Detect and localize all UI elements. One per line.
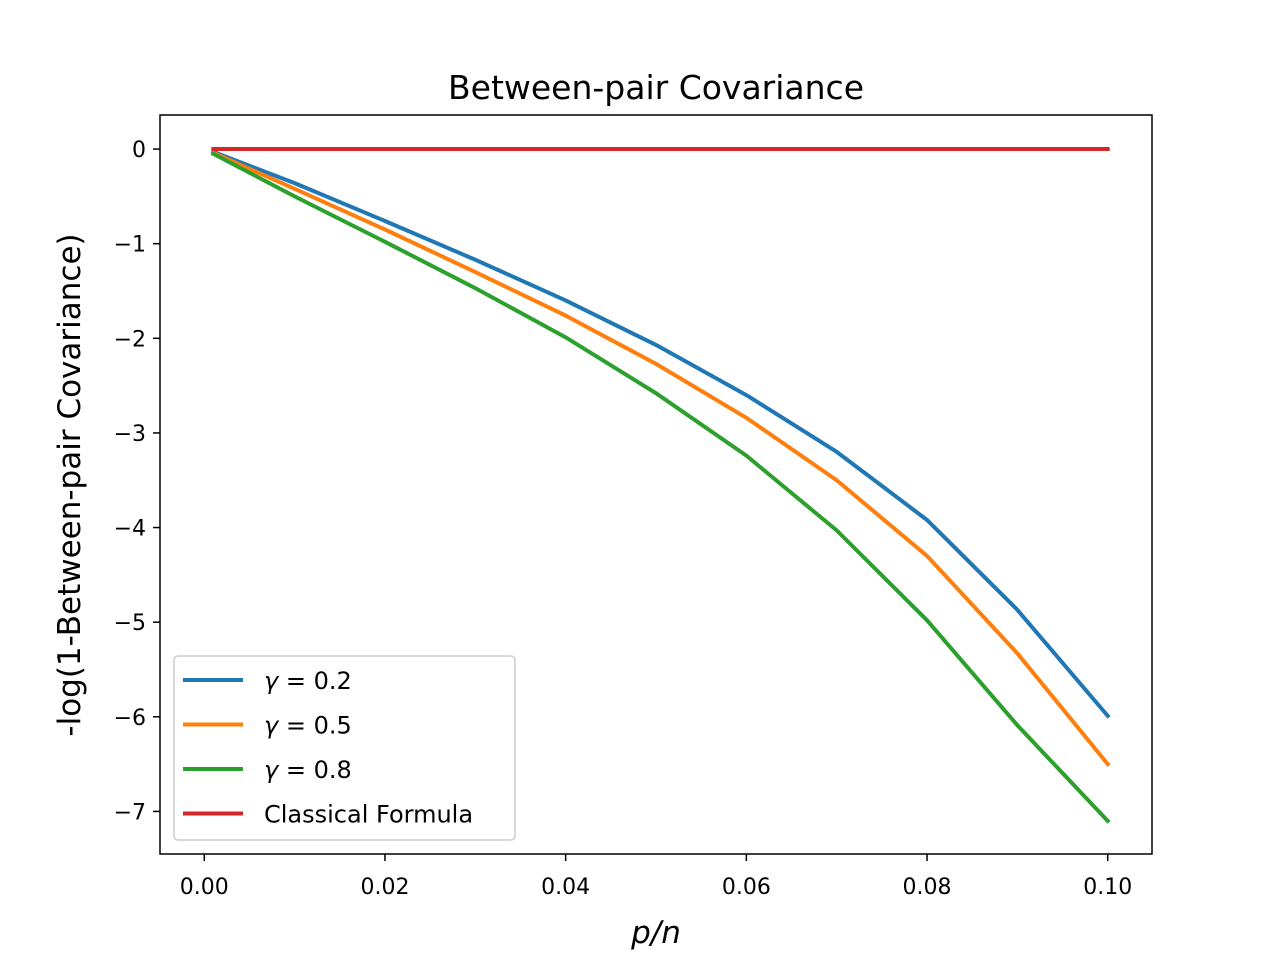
legend-symbol: γ	[264, 667, 280, 695]
legend-text: = 0.8	[278, 756, 352, 784]
series-line-0	[210, 149, 1111, 719]
y-tick-label: −2	[114, 327, 146, 352]
x-tick-label: 0.00	[180, 875, 229, 900]
x-tick-label: 0.10	[1083, 875, 1132, 900]
series-line-1	[210, 150, 1111, 767]
plot-frame	[159, 114, 1153, 855]
legend-text: Classical Formula	[264, 801, 473, 829]
legend-label: γ = 0.8	[264, 756, 352, 784]
y-tick-label: −3	[114, 422, 146, 447]
x-tick-label: 0.04	[541, 875, 590, 900]
x-axis-label: p/n	[630, 915, 681, 951]
y-tick-label: −6	[114, 706, 146, 731]
x-tick-label: 0.06	[722, 875, 771, 900]
legend-symbol: γ	[264, 756, 280, 784]
series-line-2	[210, 151, 1111, 824]
legend-box	[173, 655, 516, 841]
y-tick-label: −5	[114, 611, 146, 636]
x-tick-label: 0.02	[360, 875, 409, 900]
legend-symbol: γ	[264, 712, 280, 740]
legend-label: γ = 0.5	[264, 712, 352, 740]
chart-title: Between-pair Covariance	[448, 68, 864, 107]
legend-text: = 0.5	[278, 712, 352, 740]
x-axis: 0.00 0.02 0.04 0.06 0.08 0.10	[180, 854, 1132, 900]
y-axis-label: -log(1-Between-pair Covariance)	[52, 233, 88, 736]
y-tick-label: −7	[114, 800, 146, 825]
y-tick-label: −4	[114, 517, 146, 542]
legend-label: γ = 0.2	[264, 667, 352, 695]
y-axis: 0 −1 −2 −3 −4 −5 −6 −7	[114, 138, 160, 825]
legend-text: = 0.2	[278, 667, 352, 695]
series-layer	[210, 147, 1111, 824]
y-tick-label: −1	[114, 233, 146, 258]
x-tick-label: 0.08	[903, 875, 952, 900]
y-tick-label: 0	[132, 138, 146, 163]
legend-label: Classical Formula	[264, 801, 473, 829]
